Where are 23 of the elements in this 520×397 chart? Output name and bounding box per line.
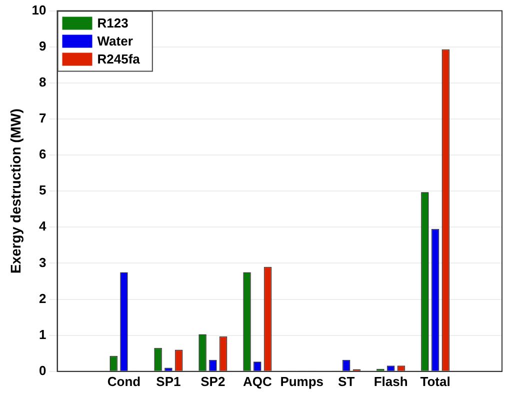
y-tick-label: 4 [39, 218, 48, 234]
y-tick-label: 9 [39, 38, 46, 54]
y-tick-label: 2 [39, 290, 46, 306]
legend-label: R245fa [97, 51, 141, 66]
x-tick-label: ST [338, 374, 355, 389]
y-tick-label: 6 [39, 146, 46, 162]
y-tick-label: 3 [39, 254, 46, 270]
x-tick-label: Flash [374, 374, 408, 389]
x-tick-label: Cond [107, 374, 141, 389]
y-tick-label: 1 [39, 326, 46, 342]
y-tick-label: 7 [39, 110, 46, 126]
y-tick-label: 8 [39, 74, 46, 90]
x-tick-label: Pumps [280, 374, 324, 389]
x-tick-label: SP1 [156, 374, 181, 389]
x-tick-label: AQC [242, 374, 272, 389]
x-tick-label: SP2 [200, 374, 226, 389]
y-tick-label: 5 [39, 182, 46, 198]
legend-label: Water [97, 33, 133, 48]
legend-label: R123 [97, 15, 128, 30]
y-axis-title: Exergy destruction (MW) [7, 108, 24, 274]
x-tick-label: Total [420, 374, 450, 389]
y-tick-label: 0 [39, 362, 46, 378]
y-tick-label: 10 [32, 2, 46, 18]
